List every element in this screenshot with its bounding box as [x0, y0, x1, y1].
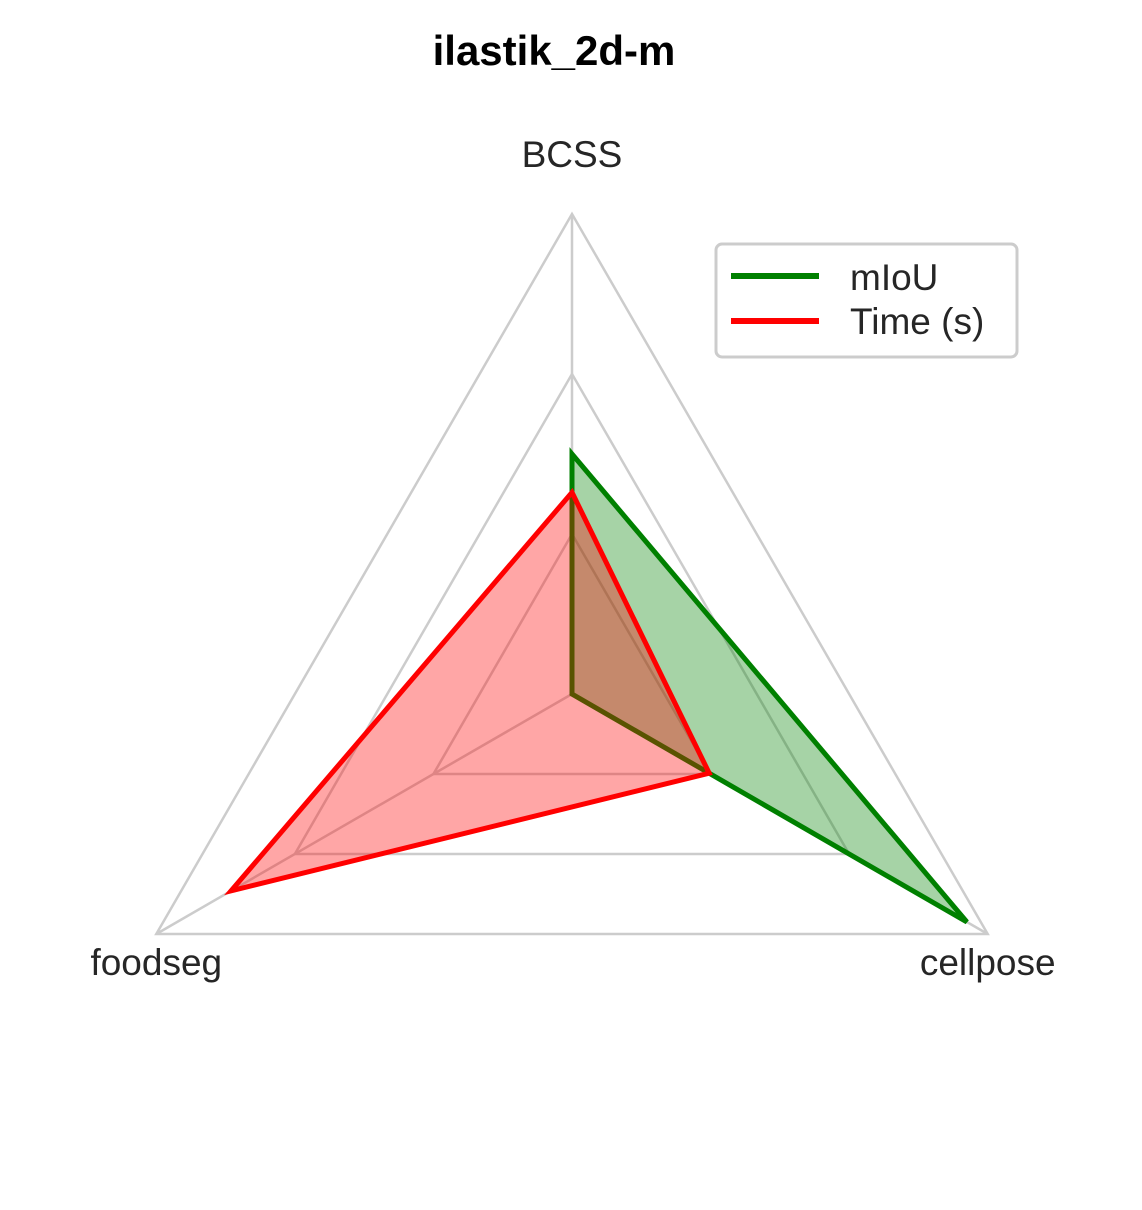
grid-ring-3	[154, 211, 990, 936]
series-fill-time-s	[231, 492, 710, 891]
chart-title: ilastik_2d-m	[433, 27, 676, 74]
series-line-time-s	[224, 487, 713, 896]
legend-frame	[714, 242, 1019, 359]
radar-series-layer	[224, 447, 969, 925]
grid-ring-2	[292, 371, 852, 856]
grid-ring-1	[431, 531, 713, 776]
axis-labels: BCSS cellpose foodseg	[90, 134, 1055, 983]
legend-label-miou: mIoU	[850, 257, 938, 298]
legend-label-time: Time (s)	[850, 301, 984, 342]
axis-label-bcss: BCSS	[522, 134, 623, 175]
axis-label-foodseg: foodseg	[90, 942, 222, 983]
legend: mIoU Time (s)	[714, 242, 1019, 359]
series-line-miou	[569, 447, 969, 925]
axis-label-cellpose: cellpose	[920, 942, 1056, 983]
